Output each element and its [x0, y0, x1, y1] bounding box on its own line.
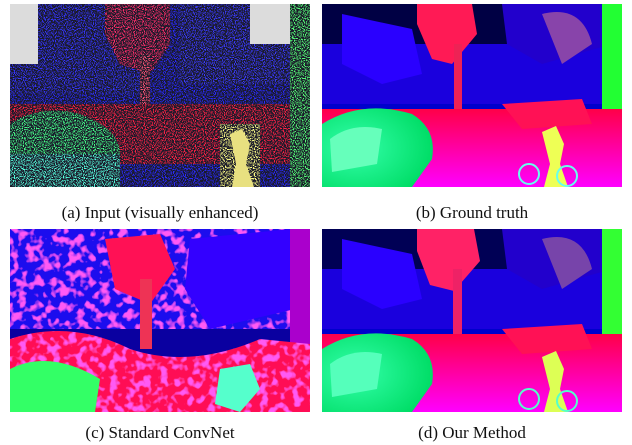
panel-input-image	[10, 4, 310, 187]
ground-truth-image	[322, 4, 622, 187]
caption-standard-convnet: (c) Standard ConvNet	[85, 423, 235, 442]
standard-convnet-image	[10, 229, 310, 412]
caption-our-method: (d) Our Method	[418, 423, 526, 442]
panel-standard-convnet	[10, 229, 310, 412]
input-image	[10, 4, 310, 187]
panel-ground-truth	[322, 4, 622, 187]
our-method-image	[322, 229, 622, 412]
panel-our-method	[322, 229, 622, 412]
caption-input: (a) Input (visually enhanced)	[61, 203, 259, 222]
caption-ground-truth: (b) Ground truth	[415, 203, 529, 222]
